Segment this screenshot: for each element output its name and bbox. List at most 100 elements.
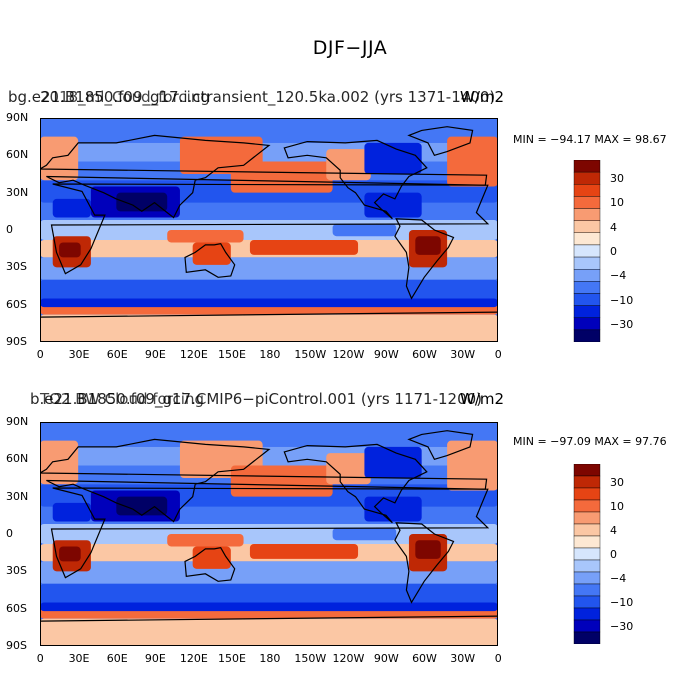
panel-1-colorbar [573, 160, 601, 342]
panel-1-overlay-label: 2018_ml_Coud_forcing [40, 88, 210, 106]
panel-2-field-region [40, 440, 79, 485]
panel-2-colorbar-swatch [573, 487, 601, 501]
panel-1-field-region [167, 230, 244, 243]
panel-2-field-region [326, 453, 371, 485]
panel-1-xtick-label: 30W [450, 348, 476, 361]
panel-1-field-region [59, 242, 81, 258]
panel-2-colorbar-label: −30 [610, 620, 634, 633]
panel-1-coastline-antarctica [40, 311, 498, 318]
panel-1-xtick-label: 60W [412, 348, 437, 361]
panel-2-ytick-label: 30S [6, 564, 27, 578]
panel-1-colorbar-swatch [573, 160, 601, 173]
panel-1-xtick-label: 0 [36, 348, 44, 361]
panel-2-field-region [40, 561, 498, 584]
panel-2-field-region [40, 618, 498, 646]
panel-1-colorbar-swatch [573, 244, 601, 258]
panel-2-colorbar-swatch [573, 619, 601, 633]
panel-2-xtick-label: 0 [494, 652, 502, 665]
panel-1-ytick-label: 60S [6, 297, 27, 311]
panel-1-xtick-label: 60E [106, 348, 128, 361]
panel-2-overlay-label: TO2 BW Cloud forcing [40, 390, 204, 408]
figure-title: DJF−JJA [312, 37, 388, 59]
panel-2-field-region [116, 496, 168, 516]
panel-1-coastline [394, 218, 455, 300]
panel-1-xtick-label: 120E [179, 348, 208, 361]
panel-2-xtick-label: 150W [294, 652, 327, 665]
panel-2-xtick-label: 60E [106, 652, 128, 665]
panel-2-colorbar-label: 30 [610, 476, 624, 489]
panel-1-colorbar-swatch [573, 184, 601, 197]
panel-2-xtick-label: 0 [36, 652, 44, 665]
panel-2-frame [40, 422, 498, 646]
panel-1-colorbar-swatch [573, 281, 601, 294]
panel-1-field-region [332, 223, 397, 237]
panel-1-xtick-label: 90E [144, 348, 166, 361]
panel-2-field-region [230, 465, 333, 497]
panel-2-colorbar-swatch [573, 464, 601, 477]
panel-1-colorbar-label: 4 [610, 220, 617, 234]
panel-2-field-region [40, 602, 498, 612]
panel-2-xtick-label: 150E [218, 652, 246, 665]
panel-1-field-region [192, 242, 231, 265]
panel-1-field-region [447, 136, 498, 187]
panel-2-ytick-label: 90S [6, 639, 27, 652]
panel-2-stats: MIN = −97.09 MAX = 97.76 [513, 435, 667, 448]
panel-1-ytick-label: 90N [6, 111, 29, 124]
panel-1-colorbar-swatch [573, 196, 601, 209]
panel-2-field-region [52, 502, 91, 522]
panel-2-field-region [59, 546, 81, 562]
panel-2-colorbar-swatch [573, 571, 601, 585]
panel-1-field-region [40, 279, 498, 303]
panel-2-coastline [407, 430, 474, 461]
panel-1-coastline [40, 134, 488, 219]
panel-2-colorbar-label: 10 [610, 500, 624, 513]
panel-2-xtick-label: 90W [373, 652, 399, 665]
panel-2-coastline-antarctica [40, 615, 498, 622]
panel-2-coastline [184, 547, 236, 582]
panel-2-colorbar-label: 0 [610, 548, 617, 561]
panel-1-field-region [40, 257, 498, 280]
panel-1-field-region [40, 314, 498, 342]
panel-1-colorbar-label: −10 [610, 293, 634, 307]
panel-2-xtick-label: 60W [412, 652, 437, 665]
panel-1-colorbar-swatch [573, 232, 601, 246]
panel-1-colorbar-swatch [573, 256, 601, 270]
panel-1-field-region [415, 236, 441, 255]
panel-2-colorbar-label: −10 [610, 596, 634, 609]
panel-1-ytick-label: 60N [6, 148, 29, 162]
panel-1-colorbar-swatch [573, 317, 601, 331]
panel-1-field-region [364, 192, 422, 218]
panel-2-field-region [364, 446, 422, 478]
panel-2: TO2 BW Cloud forcing b.e21.B1850.f09_g17… [0, 390, 700, 690]
panel-2-ytick-label: 0 [6, 527, 13, 540]
panel-1-colorbar-swatch [573, 305, 601, 318]
panel-1-colorbar-label: −30 [610, 317, 634, 331]
panel-2-xtick-label: 120E [179, 652, 208, 665]
panel-1-xtick-label: 0 [494, 348, 502, 361]
panel-1-xtick-label: 30E [68, 348, 90, 361]
panel-1-units: W/m2 [460, 88, 505, 106]
panel-1-ytick-label: 30N [6, 185, 29, 199]
panel-2-xtick-label: 30E [68, 652, 90, 665]
panel-2-field-region [364, 496, 422, 522]
panel-2-colorbar-swatch [573, 535, 601, 549]
panel-1-field-region [326, 149, 371, 181]
panel-2-xtick-label: 30W [450, 652, 476, 665]
panel-2-colorbar-swatch [573, 499, 601, 513]
panel-2-ytick-label: 60N [6, 452, 29, 466]
panel-2-units: W/m2 [460, 390, 505, 408]
panel-1-field-region [40, 136, 79, 181]
panel-2-xtick-label: 90E [144, 652, 166, 665]
panel-2-coastline [283, 443, 428, 524]
panel-2-ytick-label: 60S [6, 601, 27, 615]
panel-1-colorbar-swatch [573, 329, 601, 342]
panel-1-field-region [40, 118, 498, 143]
panel-1-title: bg.e21.B1850.f09_g17.i.ctransient_120.5k… [8, 88, 496, 106]
panel-2-xtick-label: 120W [332, 652, 365, 665]
panel-1-frame [40, 118, 498, 342]
panel-2-field-region [40, 422, 498, 447]
panel-2-colorbar-swatch [573, 595, 601, 609]
panel-1-coastline [283, 139, 428, 220]
panel-1-xtick-label: 120W [332, 348, 365, 361]
panel-1-field-region [364, 142, 422, 174]
